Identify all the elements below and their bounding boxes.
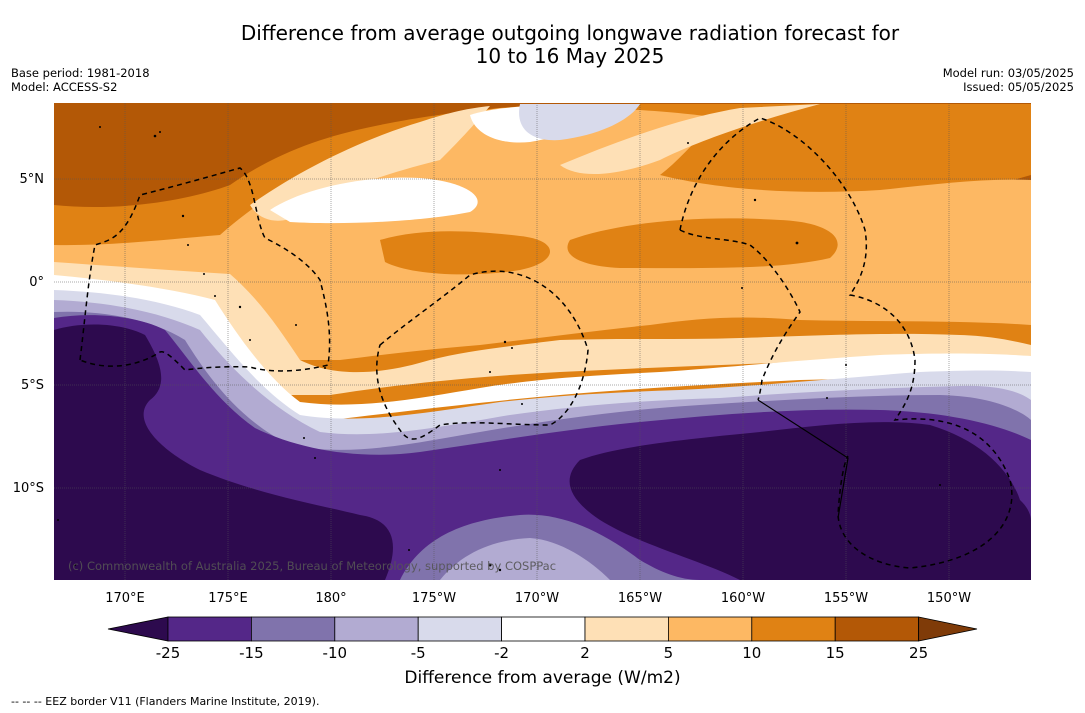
cb-tick-1: -25 <box>156 644 181 662</box>
colorbar-label: Difference from average (W/m2) <box>404 668 681 688</box>
lat-axis-labels: 5°N 0° 5°S 10°S <box>13 172 44 496</box>
colorbar-swatch-6 <box>584 616 669 642</box>
cb-tick-7: 5 <box>664 644 674 662</box>
colorbar <box>107 616 978 642</box>
lon-label-170e: 170°E <box>105 591 145 606</box>
colorbar-swatch-8 <box>751 616 836 642</box>
white-patch-north <box>270 177 478 224</box>
cb-tick-4: -5 <box>411 644 426 662</box>
band-5-10 <box>54 107 1031 360</box>
cb-tick-9: 15 <box>826 644 845 662</box>
base-period: Base period: 1981-2018 <box>11 66 150 80</box>
eez-footnote: -- -- -- EEZ border V11 (Flanders Marine… <box>11 695 320 708</box>
lon-label-175w: 175°W <box>412 591 456 606</box>
lon-label-155w: 155°W <box>824 591 868 606</box>
eez-borders <box>79 117 1013 569</box>
meta-left: Base period: 1981-2018 Model: ACCESS-S2 <box>11 66 150 94</box>
chart-title-line2: 10 to 16 May 2025 <box>475 44 665 68</box>
cb-tick-2: -15 <box>239 644 264 662</box>
lon-label-160w: 160°W <box>721 591 765 606</box>
cb-tick-6: 2 <box>580 644 590 662</box>
cb-tick-10: 25 <box>909 644 928 662</box>
colorbar-arrow-low <box>107 616 169 642</box>
band-below-minus25-east <box>569 422 1031 580</box>
islands <box>57 126 941 572</box>
blob-10-15-east <box>567 218 838 269</box>
band-2-5 <box>54 262 1031 395</box>
lat-label-5n: 5°N <box>20 172 45 187</box>
colorbar-arrow-high <box>918 616 978 642</box>
lat-label-0: 0° <box>29 275 44 290</box>
lat-label-5s: 5°S <box>21 378 44 393</box>
lon-label-180: 180° <box>315 591 346 606</box>
model-run: Model run: 03/05/2025 <box>942 66 1074 80</box>
grid-lines <box>54 103 1031 580</box>
boundary-solid <box>757 399 849 519</box>
map-plot-area <box>54 103 1031 580</box>
lon-axis-labels: 170°E 175°E 180° 175°W 170°W 165°W 160°W… <box>105 591 971 606</box>
issued-date: Issued: 05/05/2025 <box>963 80 1074 94</box>
colorbar-ticks: -25 -15 -10 -5 -2 2 5 10 15 25 <box>156 644 928 662</box>
colorbar-swatch-3 <box>334 616 419 642</box>
colorbar-swatch-9 <box>834 616 920 642</box>
colorbar-swatch-7 <box>668 616 753 642</box>
copyright-credit: (c) Commonwealth of Australia 2025, Bure… <box>68 559 557 573</box>
lon-label-150w: 150°W <box>927 591 971 606</box>
colorbar-swatch-5 <box>501 616 586 642</box>
lon-label-170w: 170°W <box>515 591 559 606</box>
lavender-top-patch <box>519 104 640 141</box>
colorbar-swatch-4 <box>417 616 503 642</box>
meta-right: Model run: 03/05/2025 Issued: 05/05/2025 <box>943 66 1074 94</box>
colorbar-swatch-2 <box>250 616 336 642</box>
lon-label-165w: 165°W <box>618 591 662 606</box>
lon-label-175e: 175°E <box>208 591 248 606</box>
band-below-minus25-west <box>54 324 393 580</box>
chart-title-line1: Difference from average outgoing longwav… <box>240 21 900 45</box>
colorbar-swatch-1 <box>167 616 252 642</box>
cb-tick-3: -10 <box>323 644 348 662</box>
blob-10-15-center <box>380 231 550 275</box>
lat-label-10s: 10°S <box>13 481 44 496</box>
cb-tick-8: 10 <box>742 644 761 662</box>
model-name: Model: ACCESS-S2 <box>11 80 118 94</box>
tongue-minus10-minus5 <box>440 538 610 580</box>
cb-tick-5: -2 <box>494 644 509 662</box>
